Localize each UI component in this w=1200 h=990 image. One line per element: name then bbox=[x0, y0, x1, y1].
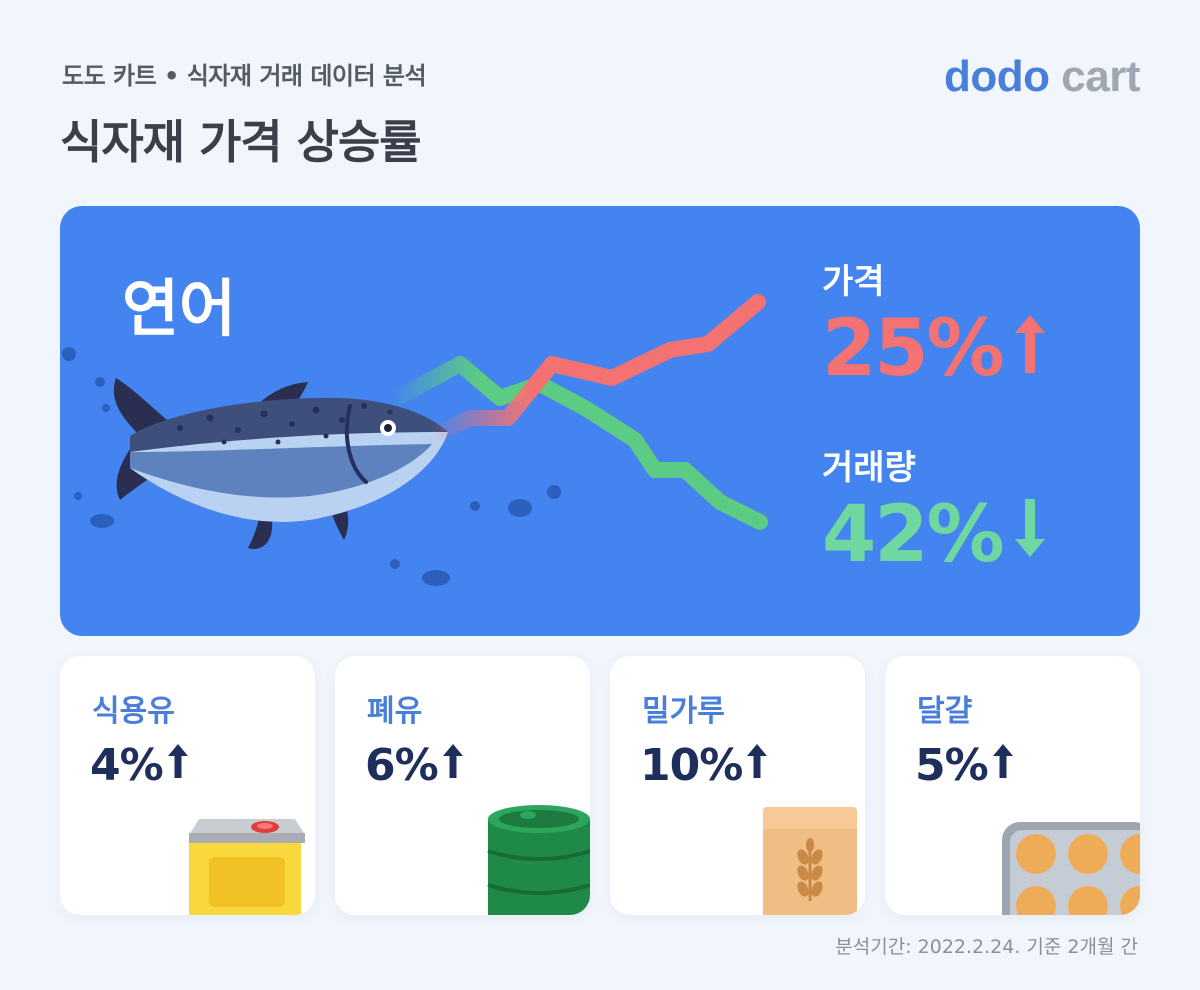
price-change: 25% bbox=[822, 304, 1047, 394]
item-value: 4% bbox=[90, 740, 164, 791]
item-value: 10% bbox=[640, 740, 743, 791]
hero-item-name: 연어 bbox=[122, 272, 237, 345]
brand-logo-part2: cart bbox=[1061, 52, 1140, 101]
arrow-up-icon bbox=[1013, 304, 1047, 394]
analysis-period-note: 분석기간: 2022.2.24. 기준 2개월 간 bbox=[835, 936, 1138, 958]
item-name: 밀가루 bbox=[642, 694, 725, 729]
arrow-up-icon bbox=[992, 740, 1014, 791]
item-card-flour: 밀가루 10% bbox=[610, 656, 865, 915]
page-title: 식자재 가격 상승률 bbox=[60, 115, 422, 169]
volume-label: 거래량 bbox=[822, 448, 916, 488]
arrow-up-icon bbox=[167, 740, 189, 791]
price-label: 가격 bbox=[822, 262, 885, 302]
item-value: 5% bbox=[915, 740, 989, 791]
item-change: 6% bbox=[365, 740, 464, 791]
item-change: 4% bbox=[90, 740, 189, 791]
brand-logo-part1: dodo bbox=[944, 52, 1050, 101]
volume-value: 42% bbox=[822, 490, 1005, 580]
oil-can-icon bbox=[189, 819, 305, 915]
item-card-waste-oil: 폐유 6% bbox=[335, 656, 590, 915]
oil-drum-icon bbox=[487, 805, 590, 915]
arrow-up-icon bbox=[746, 740, 768, 791]
item-value: 6% bbox=[365, 740, 439, 791]
page-subtitle: 도도 카트 • 식자재 거래 데이터 분석 bbox=[62, 62, 427, 90]
egg-tray-icon bbox=[1002, 822, 1140, 915]
item-name: 폐유 bbox=[367, 694, 423, 729]
volume-change: 42% bbox=[822, 490, 1047, 580]
brand-logo: dodo cart bbox=[944, 52, 1140, 102]
arrow-up-icon bbox=[442, 740, 464, 791]
item-name: 식용유 bbox=[92, 694, 175, 729]
arrow-down-icon bbox=[1013, 490, 1047, 580]
item-change: 10% bbox=[640, 740, 768, 791]
price-value: 25% bbox=[822, 304, 1005, 394]
item-name: 달걀 bbox=[917, 694, 973, 729]
item-change: 5% bbox=[915, 740, 1014, 791]
salmon-illustration bbox=[62, 294, 768, 586]
item-card-eggs: 달걀 5% bbox=[885, 656, 1140, 915]
hero-card: 연어 가격 25% 거래량 42% bbox=[60, 206, 1140, 636]
item-card-cooking-oil: 식용유 4% bbox=[60, 656, 315, 915]
flour-bag-icon bbox=[763, 807, 857, 915]
